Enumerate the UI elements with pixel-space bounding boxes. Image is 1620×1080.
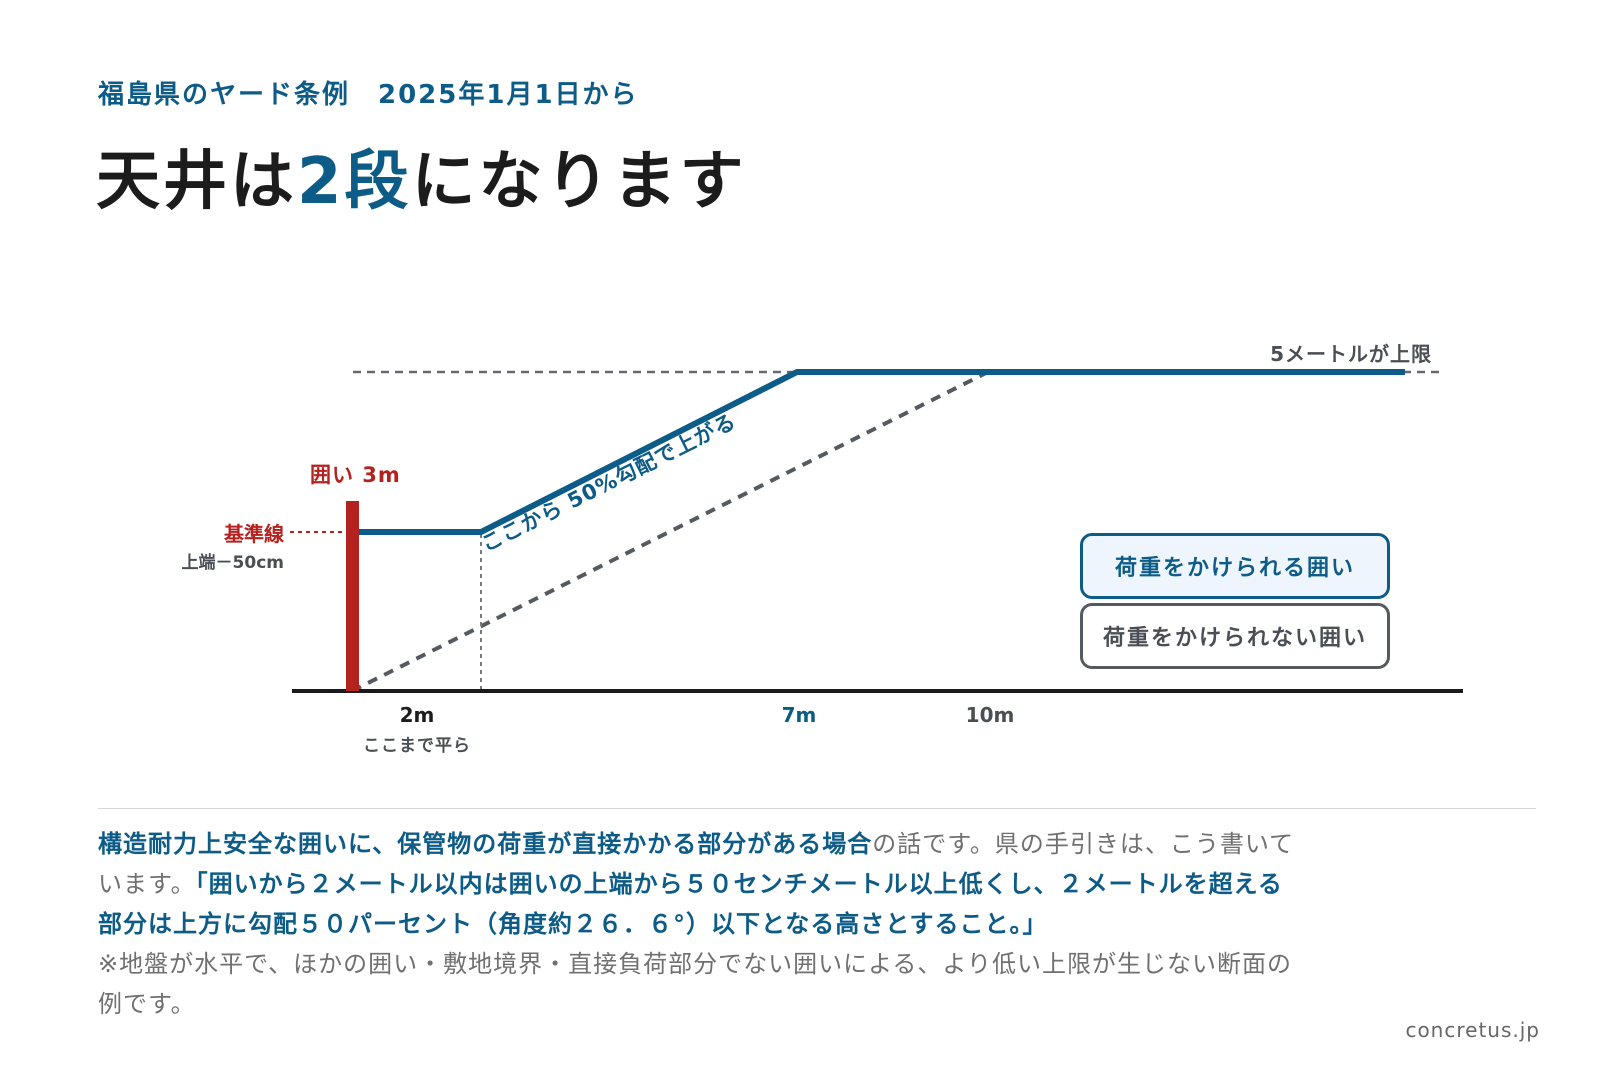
slope-label: ここから 50%勾配で上がる xyxy=(477,409,740,557)
x-label-2m-note: ここまで平ら xyxy=(363,736,471,756)
upper-limit-label: 5メートルが上限 xyxy=(1270,342,1432,366)
x-label-2m: 2m xyxy=(400,703,435,727)
section-divider xyxy=(98,808,1536,809)
explanation-quote: 「囲いから２メートル以内は囲いの上端から５０センチメートル以上低くし、２メートル… xyxy=(98,870,1283,938)
explanation-bold-1: 構造耐力上安全な囲いに、保管物の荷重が直接かかる部分がある場合 xyxy=(98,830,873,858)
legend-load-fence: 荷重をかけられる囲い xyxy=(1080,533,1390,599)
legend-noload-fence: 荷重をかけられない囲い xyxy=(1080,603,1390,669)
x-label-10m: 10m xyxy=(966,703,1015,727)
explanation-note: ※地盤が水平で、ほかの囲い・敷地境界・直接負荷部分でない囲いによる、より低い上限… xyxy=(98,950,1292,1018)
baseline-label: 基準線 xyxy=(224,522,284,546)
fence-height-label: 囲い 3m xyxy=(310,463,401,487)
page-subtitle: 福島県のヤード条例 2025年1月1日から xyxy=(98,80,639,110)
site-credit: concretus.jp xyxy=(1405,1018,1540,1042)
baseline-sub-label: 上端－50cm xyxy=(182,552,284,573)
title-part-2: になります xyxy=(411,145,747,219)
load-ceiling-line xyxy=(356,369,1405,535)
x-label-7m: 7m xyxy=(782,703,817,727)
explanation-text-1: の話です。県の手引きは、こう書いています。 xyxy=(98,830,1295,898)
page-title: 天井は2段になります xyxy=(96,130,747,222)
fence-post xyxy=(346,501,359,691)
title-accent: 2段 xyxy=(297,145,412,219)
explanation-text: 構造耐力上安全な囲いに、保管物の荷重が直接かかる部分がある場合の話です。県の手引… xyxy=(98,824,1298,1024)
title-part-1: 天井は xyxy=(96,145,297,219)
